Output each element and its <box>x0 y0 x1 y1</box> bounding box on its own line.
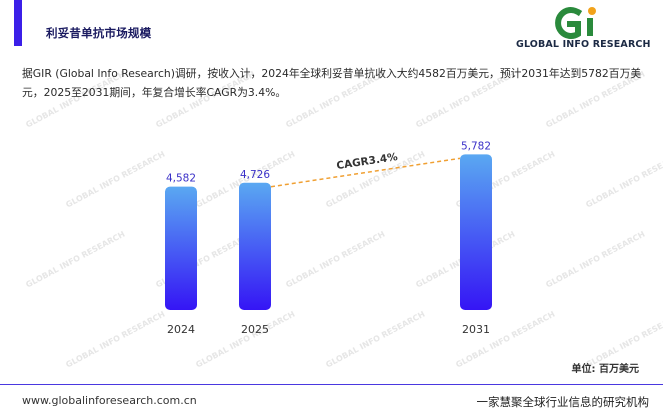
logo-text: GLOBAL INFO RESEARCH <box>516 39 651 50</box>
value-label-2025: 4,726 <box>240 169 270 181</box>
footer-website-link[interactable]: www.globalinforesearch.com.cn <box>22 394 197 407</box>
category-label-2031: 2031 <box>462 323 490 336</box>
cagr-trend-line <box>270 157 461 188</box>
header-accent-bar <box>14 0 22 46</box>
footer-divider <box>0 384 663 385</box>
market-description: 据GIR (Global Info Research)调研，按收入计，2024年… <box>22 67 642 99</box>
category-label-2024: 2024 <box>167 323 195 336</box>
company-logo: GLOBAL INFO RESEARCH <box>512 6 650 54</box>
bar-2031 <box>460 154 492 310</box>
bar-2025 <box>239 182 271 310</box>
value-label-2031: 5,782 <box>461 140 491 152</box>
unit-label: 单位: 百万美元 <box>571 364 639 375</box>
page-title: 利妥昔单抗市场规模 <box>46 26 152 40</box>
bar-2024 <box>165 186 197 310</box>
value-label-2024: 4,582 <box>166 173 196 185</box>
footer-slogan: 一家慧聚全球行业信息的研究机构 <box>476 395 650 409</box>
gi-logo-icon <box>555 7 596 39</box>
category-label-2025: 2025 <box>241 323 269 336</box>
